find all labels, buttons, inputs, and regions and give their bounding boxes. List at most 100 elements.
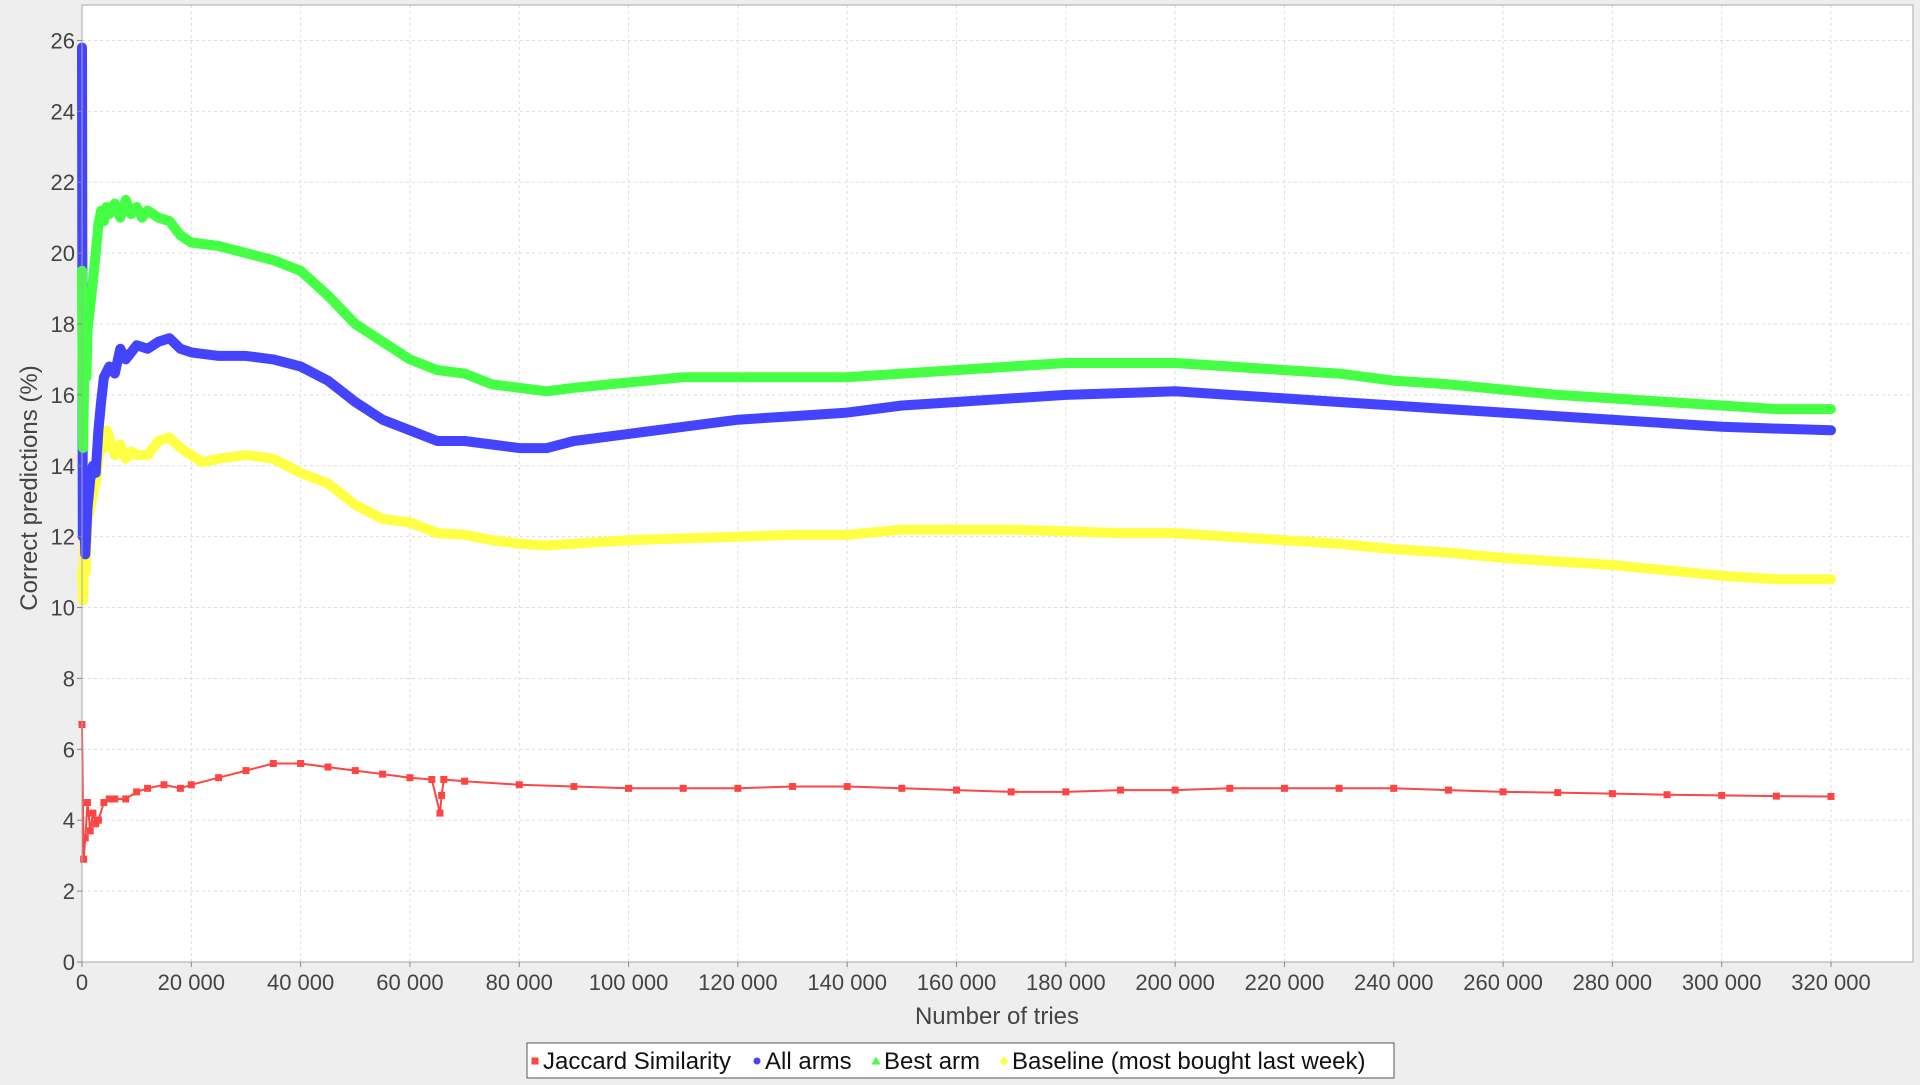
legend-label: All arms (765, 1048, 852, 1075)
data-point (1772, 405, 1781, 413)
data-point (1061, 527, 1070, 536)
data-point (1718, 791, 1726, 799)
data-point (844, 409, 851, 416)
data-point (488, 441, 495, 448)
data-point (1444, 380, 1453, 388)
data-point (1117, 390, 1124, 397)
data-point (89, 809, 97, 817)
data-point (1773, 425, 1780, 432)
data-point (1609, 416, 1616, 423)
x-tick-label: 100 000 (589, 970, 669, 995)
data-point (1554, 789, 1562, 797)
data-point (94, 220, 103, 228)
data-point (214, 454, 223, 463)
data-point (438, 791, 446, 799)
data-point (460, 369, 469, 377)
data-point (102, 203, 111, 211)
data-point (116, 213, 125, 221)
data-point (542, 387, 551, 395)
data-point (269, 256, 278, 264)
x-tick-label: 160 000 (917, 970, 997, 995)
data-point (100, 374, 107, 381)
data-point (176, 231, 185, 239)
data-point (1389, 545, 1398, 554)
data-point (897, 369, 906, 377)
data-point (187, 451, 196, 460)
data-point (128, 349, 135, 356)
data-point (1226, 391, 1233, 398)
data-point (138, 213, 147, 221)
data-point (1225, 532, 1234, 541)
y-tick-label: 16 (51, 383, 75, 408)
data-point (160, 781, 168, 789)
data-point (296, 266, 305, 274)
data-point (680, 423, 687, 430)
data-point (1608, 561, 1617, 570)
data-point (624, 378, 633, 386)
data-point (110, 199, 119, 207)
x-tick-label: 60 000 (376, 970, 443, 995)
x-tick-label: 180 000 (1026, 970, 1106, 995)
data-point (1336, 398, 1343, 405)
data-point (1116, 529, 1125, 538)
y-tick-label: 8 (63, 666, 75, 691)
data-point (351, 320, 360, 327)
data-point (95, 427, 102, 434)
data-point (898, 784, 906, 792)
data-point (460, 530, 469, 539)
data-point (105, 795, 113, 803)
data-point (144, 345, 151, 352)
y-tick-label: 2 (63, 879, 75, 904)
data-point (111, 795, 119, 803)
data-point (843, 530, 852, 539)
data-point (1281, 395, 1288, 402)
data-point (81, 834, 89, 842)
data-point (569, 383, 578, 391)
series-lines (77, 42, 1836, 863)
data-point (1500, 409, 1507, 416)
data-point (1061, 358, 1070, 366)
data-point (515, 539, 524, 548)
data-point (81, 568, 90, 577)
legend-marker (531, 1057, 539, 1065)
data-point (1171, 786, 1179, 794)
data-point (1062, 391, 1069, 398)
data-point (379, 416, 386, 423)
x-tick-label: 0 (76, 970, 88, 995)
data-point (953, 786, 961, 794)
data-point (116, 440, 125, 449)
data-point (1608, 394, 1617, 402)
x-axis-ticks: 0 20 000 40 000 60 000 80 000 100 000 120 000 1… (76, 962, 1871, 995)
data-point (79, 533, 86, 540)
data-point (106, 363, 113, 370)
data-point (352, 398, 359, 405)
data-point (1772, 575, 1781, 584)
data-point (241, 451, 250, 460)
data-point (241, 249, 250, 257)
data-point (379, 770, 387, 778)
data-point (897, 525, 906, 534)
data-point (898, 402, 905, 409)
data-point (570, 783, 578, 791)
data-point (788, 530, 797, 539)
data-point (187, 238, 196, 246)
data-point (1553, 390, 1562, 398)
x-tick-label: 220 000 (1245, 970, 1325, 995)
legend-marker (753, 1057, 761, 1065)
legend-label: Baseline (most bought last week) (1012, 1048, 1366, 1075)
data-point (378, 514, 387, 523)
legend-label: Jaccard Similarity (543, 1048, 731, 1075)
data-point (89, 462, 96, 469)
data-point (406, 427, 413, 434)
data-point (1389, 376, 1398, 384)
data-point (679, 534, 688, 543)
data-point (1390, 784, 1398, 792)
x-tick-label: 200 000 (1135, 970, 1215, 995)
legend-item: Baseline (most bought last week) (999, 1048, 1366, 1075)
data-point (1335, 369, 1344, 377)
data-point (406, 774, 414, 782)
data-point (297, 760, 305, 768)
data-point (127, 210, 136, 218)
